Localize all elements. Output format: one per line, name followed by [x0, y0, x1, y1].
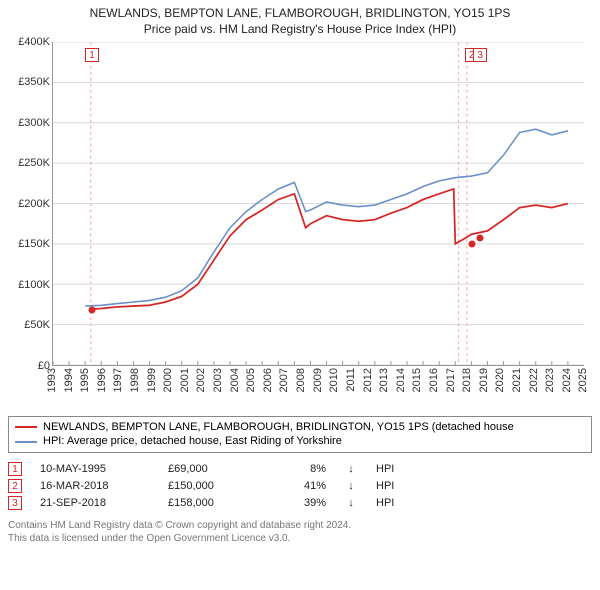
chart-subtitle: Price paid vs. HM Land Registry's House … [8, 22, 592, 36]
sale-point [468, 241, 475, 248]
x-tick-label: 2005 [245, 368, 257, 392]
sale-point [477, 234, 484, 241]
x-tick-label: 2014 [395, 368, 407, 392]
sale-vs-hpi-label: HPI [376, 463, 406, 475]
sale-point [89, 306, 96, 313]
y-tick-label: £150K [18, 238, 50, 250]
x-tick-label: 1999 [146, 368, 158, 392]
footer-attribution: Contains HM Land Registry data © Crown c… [8, 519, 592, 545]
x-tick-label: 2023 [544, 368, 556, 392]
y-tick-label: £200K [18, 198, 50, 210]
legend: NEWLANDS, BEMPTON LANE, FLAMBOROUGH, BRI… [8, 416, 592, 454]
sale-pct: 39% [266, 497, 326, 509]
x-tick-label: 2016 [428, 368, 440, 392]
x-tick-label: 2004 [229, 368, 241, 392]
x-tick-label: 2017 [445, 368, 457, 392]
sale-date: 10-MAY-1995 [40, 463, 150, 475]
legend-swatch [15, 441, 37, 443]
sale-index: 1 [8, 462, 22, 476]
sale-pct: 41% [266, 480, 326, 492]
x-tick-label: 2010 [328, 368, 340, 392]
sale-row: 3 21-SEP-2018 £158,000 39% ↓ HPI [8, 496, 592, 510]
x-tick-label: 2019 [478, 368, 490, 392]
x-tick-label: 2009 [312, 368, 324, 392]
x-tick-label: 2002 [195, 368, 207, 392]
x-tick-label: 1995 [79, 368, 91, 392]
y-tick-label: £250K [18, 157, 50, 169]
sale-vs-hpi-label: HPI [376, 497, 406, 509]
sale-index: 2 [8, 479, 22, 493]
y-tick-label: £100K [18, 279, 50, 291]
sale-price: £158,000 [168, 497, 248, 509]
x-tick-label: 1997 [112, 368, 124, 392]
sale-date: 21-SEP-2018 [40, 497, 150, 509]
y-tick-label: £50K [24, 319, 50, 331]
legend-label: NEWLANDS, BEMPTON LANE, FLAMBOROUGH, BRI… [43, 420, 514, 435]
down-arrow-icon: ↓ [344, 497, 358, 509]
sale-price: £150,000 [168, 480, 248, 492]
sale-index: 3 [8, 496, 22, 510]
x-tick-label: 1996 [96, 368, 108, 392]
chart-area: £0£50K£100K£150K£200K£250K£300K£350K£400… [8, 42, 592, 412]
legend-swatch [15, 426, 37, 428]
x-tick-label: 2006 [262, 368, 274, 392]
sale-date: 16-MAR-2018 [40, 480, 150, 492]
legend-item: NEWLANDS, BEMPTON LANE, FLAMBOROUGH, BRI… [15, 420, 585, 435]
legend-item: HPI: Average price, detached house, East… [15, 434, 585, 449]
x-tick-label: 1998 [129, 368, 141, 392]
footer-line: Contains HM Land Registry data © Crown c… [8, 519, 592, 532]
sale-vs-hpi-label: HPI [376, 480, 406, 492]
x-tick-label: 2015 [411, 368, 423, 392]
sale-row: 1 10-MAY-1995 £69,000 8% ↓ HPI [8, 462, 592, 476]
x-tick-label: 2024 [561, 368, 573, 392]
footer-line: This data is licensed under the Open Gov… [8, 532, 592, 545]
x-tick-label: 2022 [528, 368, 540, 392]
sale-pct: 8% [266, 463, 326, 475]
x-tick-label: 2020 [494, 368, 506, 392]
legend-label: HPI: Average price, detached house, East… [43, 434, 342, 449]
x-tick-label: 1994 [63, 368, 75, 392]
x-tick-label: 2012 [362, 368, 374, 392]
y-tick-label: £300K [18, 117, 50, 129]
x-tick-label: 2003 [212, 368, 224, 392]
x-tick-label: 2021 [511, 368, 523, 392]
sale-marker: 3 [473, 48, 487, 62]
x-tick-label: 2013 [378, 368, 390, 392]
x-tick-label: 2007 [278, 368, 290, 392]
sale-marker: 1 [85, 48, 99, 62]
sales-table: 1 10-MAY-1995 £69,000 8% ↓ HPI 2 16-MAR-2018 £15… [8, 459, 592, 513]
y-tick-label: £350K [18, 76, 50, 88]
y-tick-label: £400K [18, 36, 50, 48]
x-tick-label: 2011 [345, 368, 357, 392]
x-tick-label: 2008 [295, 368, 307, 392]
x-tick-label: 2025 [577, 368, 589, 392]
sale-row: 2 16-MAR-2018 £150,000 41% ↓ HPI [8, 479, 592, 493]
down-arrow-icon: ↓ [344, 463, 358, 475]
chart-title: NEWLANDS, BEMPTON LANE, FLAMBOROUGH, BRI… [8, 6, 592, 22]
x-tick-label: 2018 [461, 368, 473, 392]
x-tick-label: 2000 [162, 368, 174, 392]
sale-price: £69,000 [168, 463, 248, 475]
x-tick-label: 2001 [179, 368, 191, 392]
x-tick-label: 1993 [46, 368, 58, 392]
down-arrow-icon: ↓ [344, 480, 358, 492]
